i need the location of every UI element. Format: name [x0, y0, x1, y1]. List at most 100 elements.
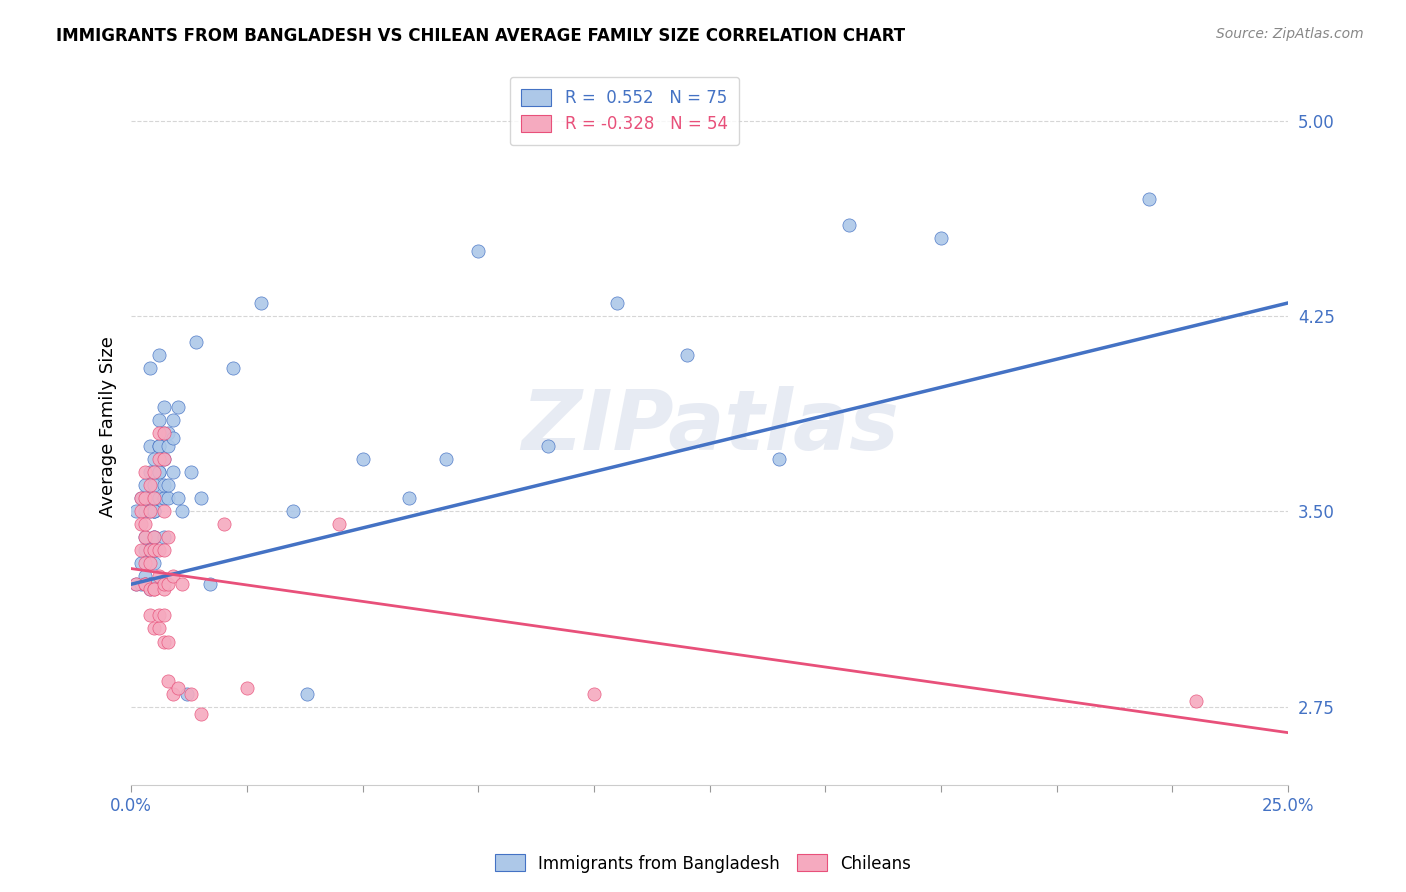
Point — [134, 530, 156, 544]
Point — [139, 504, 162, 518]
Point — [129, 491, 152, 506]
Point — [134, 478, 156, 492]
Point — [166, 491, 188, 506]
Point — [143, 577, 166, 591]
Point — [139, 543, 162, 558]
Text: IMMIGRANTS FROM BANGLADESH VS CHILEAN AVERAGE FAMILY SIZE CORRELATION CHART: IMMIGRANTS FROM BANGLADESH VS CHILEAN AV… — [56, 27, 905, 45]
Point — [162, 569, 184, 583]
Point — [148, 465, 170, 479]
Point — [148, 465, 170, 479]
Point — [134, 465, 156, 479]
Point — [129, 504, 152, 518]
Legend: Immigrants from Bangladesh, Chileans: Immigrants from Bangladesh, Chileans — [488, 847, 918, 880]
Point — [148, 426, 170, 441]
Point — [768, 452, 790, 467]
Point — [157, 478, 180, 492]
Point — [148, 452, 170, 467]
Point — [190, 707, 212, 722]
Point — [157, 577, 180, 591]
Point — [582, 687, 605, 701]
Point — [152, 504, 174, 518]
Point — [143, 504, 166, 518]
Point — [467, 244, 489, 258]
Point — [129, 543, 152, 558]
Point — [198, 577, 221, 591]
Point — [139, 582, 162, 597]
Point — [162, 413, 184, 427]
Point — [222, 361, 245, 376]
Point — [139, 361, 162, 376]
Point — [152, 608, 174, 623]
Point — [148, 439, 170, 453]
Point — [212, 517, 235, 532]
Point — [139, 465, 162, 479]
Point — [134, 504, 156, 518]
Point — [139, 557, 162, 571]
Point — [176, 687, 198, 701]
Point — [180, 687, 202, 701]
Point — [134, 517, 156, 532]
Point — [143, 504, 166, 518]
Point — [148, 543, 170, 558]
Point — [129, 517, 152, 532]
Point — [152, 491, 174, 506]
Point — [129, 491, 152, 506]
Point — [143, 530, 166, 544]
Point — [537, 439, 560, 453]
Point — [125, 577, 148, 591]
Point — [157, 491, 180, 506]
Point — [157, 426, 180, 441]
Point — [134, 530, 156, 544]
Legend: R =  0.552   N = 75, R = -0.328   N = 54: R = 0.552 N = 75, R = -0.328 N = 54 — [510, 77, 740, 145]
Point — [139, 582, 162, 597]
Point — [152, 634, 174, 648]
Point — [162, 431, 184, 445]
Point — [143, 577, 166, 591]
Point — [143, 582, 166, 597]
Point — [148, 608, 170, 623]
Point — [139, 504, 162, 518]
Point — [143, 543, 166, 558]
Point — [1184, 694, 1206, 708]
Point — [139, 608, 162, 623]
Point — [838, 218, 860, 232]
Point — [675, 348, 697, 362]
Point — [157, 673, 180, 688]
Point — [143, 504, 166, 518]
Point — [1137, 192, 1160, 206]
Point — [152, 452, 174, 467]
Point — [134, 569, 156, 583]
Point — [125, 577, 148, 591]
Point — [283, 504, 305, 518]
Point — [157, 634, 180, 648]
Text: Source: ZipAtlas.com: Source: ZipAtlas.com — [1216, 27, 1364, 41]
Point — [139, 577, 162, 591]
Point — [152, 530, 174, 544]
Point — [129, 557, 152, 571]
Point — [129, 577, 152, 591]
Point — [184, 334, 207, 349]
Point — [143, 557, 166, 571]
Point — [152, 400, 174, 414]
Point — [134, 491, 156, 506]
Point — [180, 465, 202, 479]
Point — [134, 543, 156, 558]
Point — [929, 231, 952, 245]
Point — [148, 439, 170, 453]
Point — [250, 296, 273, 310]
Y-axis label: Average Family Size: Average Family Size — [100, 336, 117, 517]
Point — [166, 400, 188, 414]
Point — [143, 478, 166, 492]
Point — [172, 577, 194, 591]
Point — [152, 478, 174, 492]
Point — [148, 569, 170, 583]
Point — [190, 491, 212, 506]
Point — [139, 543, 162, 558]
Point — [236, 681, 259, 696]
Point — [162, 465, 184, 479]
Point — [143, 452, 166, 467]
Point — [148, 491, 170, 506]
Point — [152, 426, 174, 441]
Point — [139, 491, 162, 506]
Point — [148, 413, 170, 427]
